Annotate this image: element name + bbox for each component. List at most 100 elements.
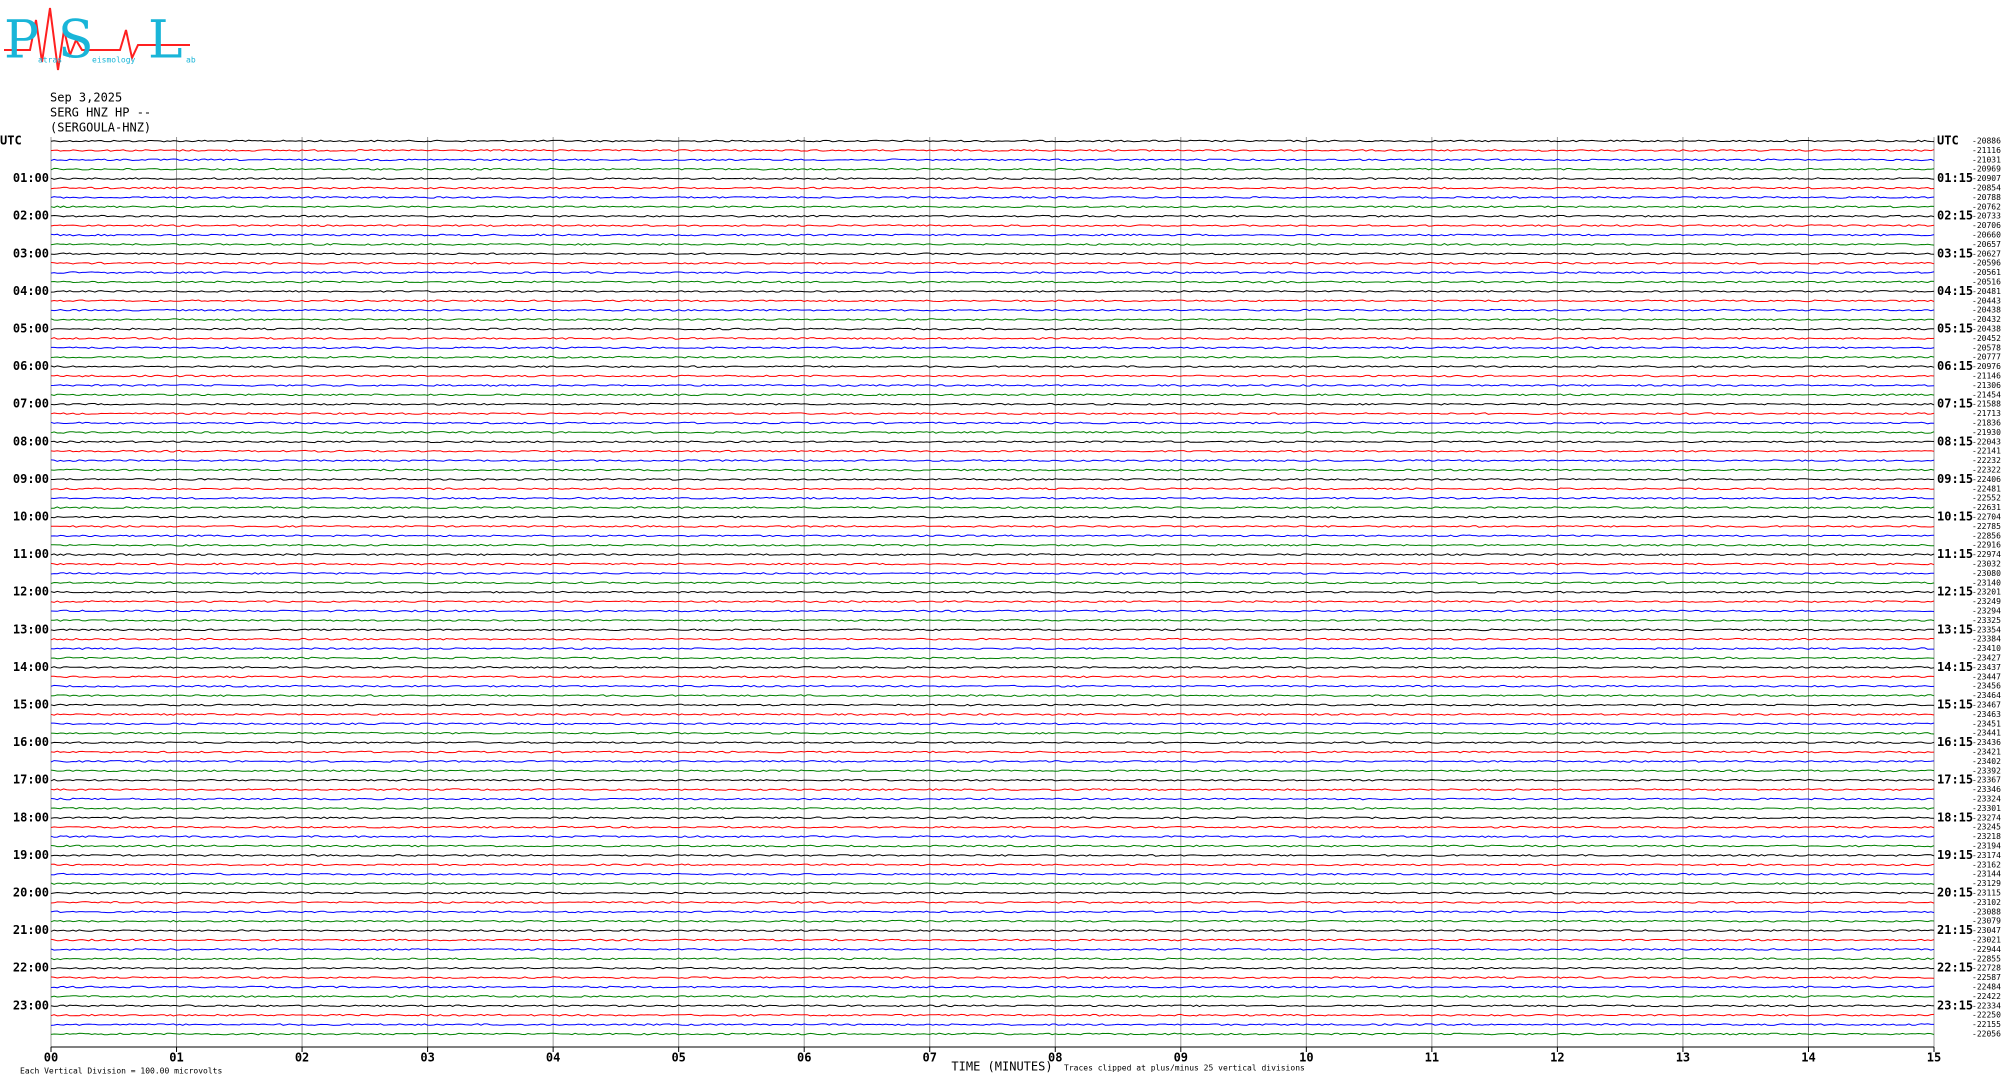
x-tick-label: 08 xyxy=(1048,1051,1062,1065)
trace-offset: -22481 xyxy=(1972,484,2001,493)
trace xyxy=(50,910,1935,914)
trace xyxy=(50,628,1935,632)
trace xyxy=(50,487,1935,491)
trace xyxy=(50,769,1935,773)
trace xyxy=(50,976,1935,979)
trace xyxy=(50,713,1935,716)
trace-offset: -23467 xyxy=(1972,701,2001,710)
trace xyxy=(50,327,1934,331)
trace-offset: -23392 xyxy=(1972,766,2001,775)
trace xyxy=(50,205,1935,209)
trace xyxy=(50,948,1935,951)
right-time-label: 19:15 xyxy=(1937,848,1973,862)
trace-offset: -20443 xyxy=(1972,296,2001,305)
trace-offset: -22250 xyxy=(1972,1011,2001,1020)
trace xyxy=(50,186,1935,190)
trace xyxy=(50,224,1935,227)
trace-offset: -20969 xyxy=(1972,165,2001,174)
trace-offset: -21116 xyxy=(1972,146,2001,155)
x-tick-label: 06 xyxy=(797,1051,811,1065)
right-time-label: 22:15 xyxy=(1937,961,1973,975)
trace xyxy=(50,666,1935,669)
trace xyxy=(50,318,1935,321)
trace-offset: -23249 xyxy=(1972,597,2001,606)
trace-offset: -22785 xyxy=(1972,522,2001,531)
trace xyxy=(50,760,1935,763)
left-time-label: 15:00 xyxy=(13,698,49,712)
trace xyxy=(50,496,1934,500)
x-tick-label: 07 xyxy=(923,1051,937,1065)
trace xyxy=(50,694,1935,697)
left-time-label: 20:00 xyxy=(13,886,49,900)
trace xyxy=(50,431,1935,434)
trace xyxy=(50,308,1935,312)
right-time-label: 17:15 xyxy=(1937,773,1973,787)
trace xyxy=(50,872,1935,876)
trace xyxy=(50,703,1935,707)
left-time-label: 09:00 xyxy=(13,472,49,486)
trace xyxy=(50,835,1935,838)
trace-offset: -23301 xyxy=(1972,804,2001,813)
x-tick-label: 00 xyxy=(44,1051,58,1065)
trace-offset: -20762 xyxy=(1972,202,2001,211)
trace-offset: -22141 xyxy=(1972,447,2001,456)
right-time-label: 12:15 xyxy=(1937,585,1973,599)
trace-offset: -20627 xyxy=(1972,249,2001,258)
left-time-label: 21:00 xyxy=(13,923,49,937)
left-time-label: 23:00 xyxy=(13,998,49,1012)
trace xyxy=(50,619,1935,622)
trace xyxy=(50,581,1935,585)
x-axis-label: TIME (MINUTES) xyxy=(951,1060,1052,1074)
trace-offset: -20660 xyxy=(1972,231,2001,240)
trace-offset: -20561 xyxy=(1972,268,2001,277)
trace xyxy=(50,1013,1935,1017)
trace-offset: -23464 xyxy=(1972,691,2001,700)
trace-offset: -23218 xyxy=(1972,832,2001,841)
x-tick-label: 01 xyxy=(169,1051,183,1065)
station: SERG HNZ HP -- xyxy=(50,106,151,120)
trace-offset: -20438 xyxy=(1972,306,2001,315)
left-time-label: 07:00 xyxy=(13,397,49,411)
trace-offset: -23162 xyxy=(1972,860,2001,869)
trace xyxy=(50,243,1935,246)
trace xyxy=(50,402,1935,406)
trace-offset: -22728 xyxy=(1972,964,2001,973)
trace-offset: -23021 xyxy=(1972,936,2001,945)
trace xyxy=(50,177,1935,180)
trace xyxy=(50,929,1935,932)
trace-offset: -23140 xyxy=(1972,578,2001,587)
trace-offset: -23294 xyxy=(1972,607,2001,616)
date: Sep 3,2025 xyxy=(50,91,122,105)
trace-offset: -22855 xyxy=(1972,954,2001,963)
trace xyxy=(50,882,1935,885)
trace-offset: -20657 xyxy=(1972,240,2001,249)
trace-offset: -21146 xyxy=(1972,372,2001,381)
trace xyxy=(50,656,1935,660)
left-time-label: 05:00 xyxy=(13,322,49,336)
trace xyxy=(50,901,1935,904)
trace-offset: -20854 xyxy=(1972,184,2001,193)
trace xyxy=(50,384,1935,387)
left-time-label: 18:00 xyxy=(13,810,49,824)
trace-offset: -23402 xyxy=(1972,757,2001,766)
trace-offset: -22406 xyxy=(1972,475,2001,484)
left-time-label: 08:00 xyxy=(13,434,49,448)
left-time-label: 11:00 xyxy=(13,547,49,561)
trace xyxy=(50,919,1935,923)
trace xyxy=(50,590,1935,594)
trace xyxy=(51,675,1935,679)
trace-offset: -23032 xyxy=(1972,560,2001,569)
trace xyxy=(50,355,1935,359)
trace-offset: -22155 xyxy=(1972,1020,2001,1029)
logo-text: ab xyxy=(186,56,196,65)
trace-offset: -22043 xyxy=(1972,437,2001,446)
trace-offset: -22704 xyxy=(1972,513,2001,522)
trace xyxy=(50,741,1935,744)
logo: P S L atras eismology ab xyxy=(4,7,196,71)
trace-offset: -22334 xyxy=(1972,1001,2001,1010)
logo-letter: S xyxy=(58,11,94,71)
trace-offset: -22056 xyxy=(1972,1030,2001,1039)
left-time-label: 14:00 xyxy=(13,660,49,674)
right-time-label: 03:15 xyxy=(1937,246,1973,260)
